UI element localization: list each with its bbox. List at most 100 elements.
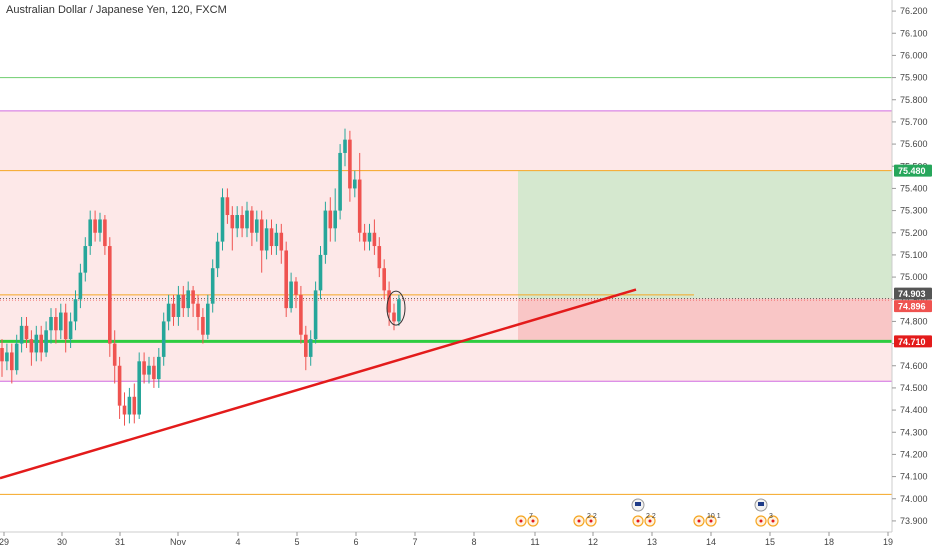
y-tick-label: 75.000 bbox=[900, 272, 928, 282]
candle-body bbox=[93, 219, 97, 233]
x-tick-label: 14 bbox=[706, 537, 716, 547]
price-label-bg bbox=[894, 335, 932, 348]
candle-body bbox=[235, 215, 239, 229]
y-tick-label: 76.100 bbox=[900, 28, 928, 38]
candle-body bbox=[328, 210, 333, 229]
highlight-ellipse bbox=[386, 290, 406, 326]
candle-body bbox=[181, 294, 186, 309]
candle-body bbox=[201, 316, 205, 335]
candle-body bbox=[397, 299, 401, 322]
event-count: 3 bbox=[769, 513, 773, 520]
candle-body bbox=[122, 405, 127, 415]
candle-body bbox=[343, 139, 347, 153]
event-dot bbox=[759, 519, 763, 523]
event-dot bbox=[697, 519, 701, 523]
candle-body bbox=[108, 246, 112, 344]
x-tick-label: 15 bbox=[765, 537, 775, 547]
x-tick-label: 30 bbox=[57, 537, 67, 547]
candle-body bbox=[103, 219, 107, 247]
candle-body bbox=[304, 334, 308, 357]
candle-body bbox=[39, 334, 43, 353]
zones-layer bbox=[0, 110, 892, 382]
candle-body bbox=[362, 232, 367, 242]
candles-layer bbox=[0, 128, 406, 426]
candle-body bbox=[83, 246, 88, 273]
candle-body bbox=[318, 254, 323, 291]
y-tick-label: 75.600 bbox=[900, 139, 928, 149]
candle-body bbox=[171, 303, 176, 317]
candle-body bbox=[377, 246, 382, 269]
y-tick-label: 75.300 bbox=[900, 206, 928, 216]
candle-body bbox=[137, 361, 141, 415]
price-label: 74.903 bbox=[898, 289, 926, 299]
price-labels-layer: 75.480 74.903 74.896 74.710 bbox=[894, 164, 932, 348]
event-count: 10 1 bbox=[707, 513, 721, 520]
candle-body bbox=[117, 365, 122, 406]
candle-body bbox=[255, 219, 259, 233]
event-dot bbox=[648, 519, 652, 523]
candle-body bbox=[269, 228, 274, 247]
y-tick-label: 76.200 bbox=[900, 6, 928, 16]
price-label-bg bbox=[894, 287, 932, 300]
y-tick-label: 75.700 bbox=[900, 117, 928, 127]
y-tick-label: 74.000 bbox=[900, 494, 928, 504]
candle-body bbox=[308, 339, 313, 357]
trendline-layer bbox=[0, 288, 637, 480]
candle-body bbox=[0, 348, 4, 362]
time-axis: 29 30 31 Nov 4 5 6 7 8 11 12 13 14 15 18 19 bbox=[0, 531, 893, 547]
price-label-bg bbox=[894, 300, 932, 313]
x-tick-label: 4 bbox=[235, 537, 240, 547]
y-tick-label: 74.200 bbox=[900, 449, 928, 459]
candle-body bbox=[127, 396, 132, 415]
candle-body bbox=[245, 210, 249, 229]
y-tick-label: 75.100 bbox=[900, 250, 928, 260]
candle-body bbox=[392, 312, 396, 322]
candle-body bbox=[73, 299, 78, 322]
take-profit-zone bbox=[518, 170, 892, 299]
x-tick-label: 31 bbox=[115, 537, 125, 547]
candle-body bbox=[157, 356, 161, 380]
chart-title: Australian Dollar / Japanese Yen, 120, F… bbox=[6, 4, 227, 16]
candle-body bbox=[357, 179, 362, 233]
candle-body bbox=[367, 232, 372, 242]
candle-body bbox=[372, 232, 377, 247]
candle-body bbox=[186, 290, 190, 309]
candle-body bbox=[289, 281, 293, 309]
candle-body bbox=[63, 312, 68, 340]
candle-body bbox=[240, 215, 244, 229]
candle-body bbox=[215, 241, 220, 269]
candle-body bbox=[387, 290, 391, 313]
y-tick-label: 74.500 bbox=[900, 383, 928, 393]
candle-body bbox=[98, 219, 102, 233]
x-tick-label: 13 bbox=[647, 537, 657, 547]
y-tick-label: 74.100 bbox=[900, 472, 928, 482]
event-count: 2 2 bbox=[587, 513, 597, 520]
candle-body bbox=[44, 330, 48, 353]
price-axis: 76.200 76.100 76.000 75.900 75.800 75.700 75.6… bbox=[891, 0, 932, 550]
y-tick-label: 75.400 bbox=[900, 183, 928, 193]
candle-body bbox=[259, 219, 264, 251]
event-dot bbox=[577, 519, 581, 523]
price-label: 74.710 bbox=[898, 337, 926, 347]
candle-body bbox=[220, 197, 225, 242]
x-tick-label: 5 bbox=[294, 537, 299, 547]
candle-body bbox=[274, 232, 279, 247]
x-tick-label: 18 bbox=[824, 537, 834, 547]
candle-body bbox=[299, 294, 303, 335]
candle-body bbox=[210, 268, 215, 304]
flag-canton bbox=[758, 502, 764, 506]
candle-body bbox=[338, 152, 342, 211]
candle-body bbox=[68, 321, 73, 340]
candle-body bbox=[19, 325, 24, 344]
candle-body bbox=[279, 232, 284, 251]
candle-body bbox=[112, 343, 117, 366]
y-tick-label: 74.400 bbox=[900, 405, 928, 415]
x-tick-label: 7 bbox=[412, 537, 417, 547]
y-tick-label: 75.800 bbox=[900, 95, 928, 105]
price-axis-bg bbox=[892, 0, 932, 550]
candle-body bbox=[348, 139, 352, 189]
price-label: 75.480 bbox=[898, 166, 926, 176]
candle-body bbox=[191, 290, 195, 304]
event-dot bbox=[709, 519, 713, 523]
